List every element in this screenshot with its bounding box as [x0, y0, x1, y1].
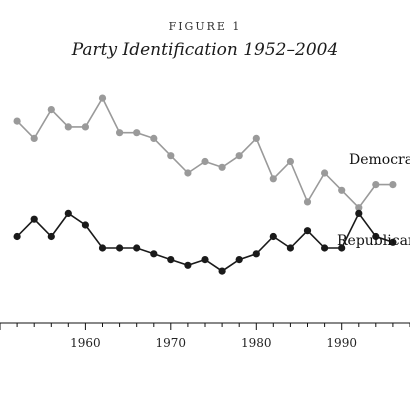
- republicans-point: [235, 256, 243, 264]
- democrats-point: [252, 134, 260, 142]
- democrats-point: [372, 181, 380, 189]
- republicans-point: [372, 232, 380, 241]
- democrats-point: [47, 106, 55, 114]
- democrats-point: [98, 94, 107, 102]
- series-labels: Democrats Republicans: [337, 152, 410, 249]
- democrats-point: [269, 175, 277, 183]
- democrats-point: [321, 169, 329, 177]
- democrats-point: [13, 117, 21, 125]
- democrats-point: [338, 186, 346, 194]
- chart-title: Party Identification 1952–2004: [71, 40, 339, 60]
- x-tick-label: 1960: [70, 336, 101, 350]
- republicans-point: [81, 221, 89, 229]
- democrats-point: [218, 163, 226, 171]
- plot-area: [13, 94, 397, 275]
- republicans-series-label: Republicans: [337, 233, 410, 249]
- republicans-point: [321, 244, 329, 252]
- democrats-point: [235, 152, 243, 160]
- republicans-point: [30, 215, 38, 223]
- democrats-point: [286, 157, 294, 166]
- republicans-point: [303, 227, 312, 235]
- figure-label: FIGURE 1: [169, 20, 242, 33]
- democrats-point: [167, 152, 175, 160]
- democrats-point: [201, 157, 209, 166]
- republicans-series: [13, 209, 397, 275]
- republicans-point: [13, 232, 21, 241]
- republicans-point: [64, 209, 72, 217]
- democrats-point: [81, 123, 89, 131]
- democrats-point: [184, 169, 192, 177]
- democrats-point: [133, 129, 141, 137]
- republicans-point: [150, 250, 158, 258]
- x-axis-ticks: 1960 1970 1980 1990: [0, 323, 410, 350]
- x-tick-label: 1970: [156, 336, 187, 350]
- republicans-point: [133, 244, 141, 252]
- republicans-point: [286, 244, 294, 252]
- x-tick-label: 1980: [241, 336, 272, 350]
- democrats-point: [30, 134, 38, 142]
- republicans-point: [389, 238, 397, 246]
- republicans-point: [98, 244, 107, 252]
- republicans-point: [338, 244, 346, 252]
- democrats-point: [303, 198, 312, 206]
- democrats-series: [13, 94, 397, 212]
- democrats-line: [16, 96, 393, 209]
- republicans-point: [252, 250, 260, 258]
- x-tick-label: 1990: [326, 336, 357, 350]
- democrats-point: [389, 181, 397, 189]
- democrats-series-label: Democrats: [349, 152, 410, 168]
- democrats-point: [355, 204, 363, 212]
- republicans-point: [218, 267, 226, 275]
- republicans-point: [184, 261, 192, 269]
- democrats-point: [64, 123, 72, 131]
- republicans-point: [116, 244, 124, 252]
- democrats-point: [150, 134, 158, 142]
- democrats-point: [116, 129, 124, 137]
- republicans-point: [201, 256, 209, 264]
- republicans-point: [355, 209, 363, 217]
- republicans-point: [167, 256, 175, 264]
- republicans-point: [47, 232, 55, 241]
- republicans-point: [269, 232, 277, 241]
